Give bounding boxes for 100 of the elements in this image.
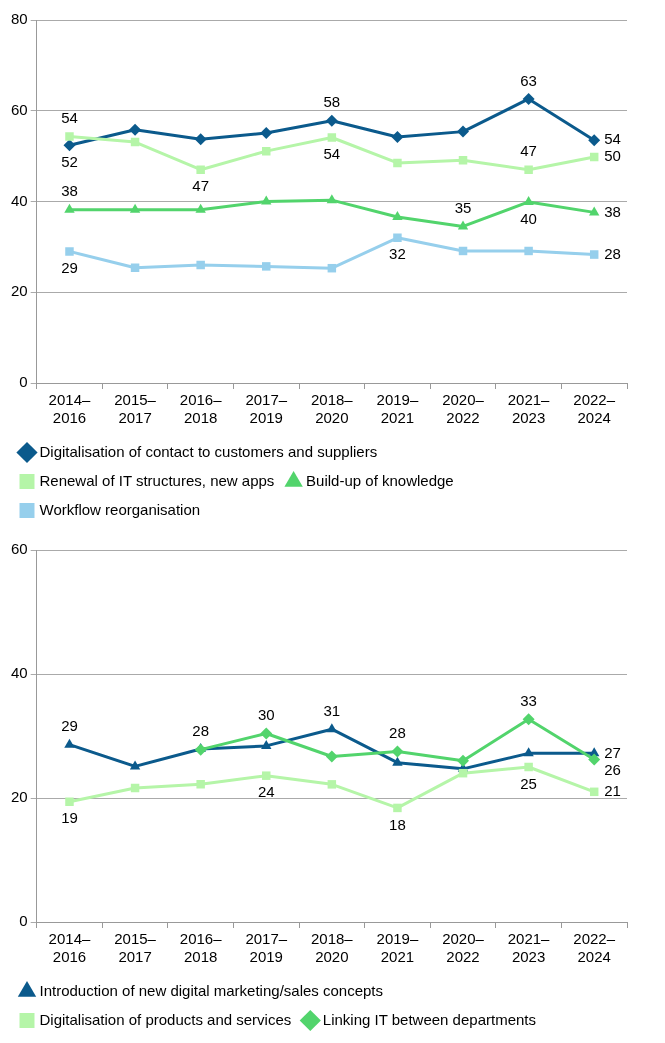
point: [325, 114, 338, 127]
data-label: 19: [61, 809, 78, 827]
point: [261, 739, 272, 749]
point: [260, 126, 273, 139]
data-label: 32: [389, 245, 406, 263]
y-tick-label: 0: [19, 912, 28, 930]
x-tick-label: 2021–2023: [507, 391, 551, 427]
point: [524, 762, 533, 772]
data-label: 25: [520, 774, 537, 792]
point: [588, 134, 601, 147]
point: [129, 203, 141, 213]
point: [457, 754, 470, 767]
data-label: 40: [520, 209, 537, 227]
x-tick-label: 2020–2022: [442, 930, 485, 966]
point: [262, 771, 271, 780]
point: [523, 747, 534, 757]
x-tick-label: 2018–2020: [310, 930, 354, 966]
point: [327, 780, 337, 789]
x-tick-label: 2018–2020: [310, 391, 354, 427]
x-tick-label: 2021–2023: [507, 930, 551, 966]
data-label: 54: [604, 130, 621, 148]
data-label: 24: [257, 783, 275, 801]
data-label: 38: [604, 202, 621, 220]
point: [65, 797, 74, 806]
data-label: 50: [604, 147, 621, 165]
point: [523, 195, 534, 205]
point: [393, 158, 402, 168]
point: [65, 247, 74, 256]
x-tick-label: 2016–2018: [179, 391, 223, 427]
point: [64, 738, 75, 748]
data-label: 21: [604, 781, 621, 799]
point: [194, 133, 207, 146]
data-label: 63: [520, 71, 537, 89]
y-tick-label: 60: [11, 100, 28, 118]
point: [195, 203, 206, 213]
y-tick-label: 0: [19, 373, 28, 391]
x-tick-label: 2015–2017: [114, 930, 157, 966]
point: [262, 262, 271, 271]
point: [391, 131, 404, 144]
point: [457, 125, 470, 138]
point: [196, 260, 205, 270]
legend-label: Digitalisation of contact to customers and suppliers: [39, 442, 378, 460]
point: [327, 133, 337, 142]
data-label: 47: [520, 142, 537, 160]
x-tick-label: 2017–2019: [245, 391, 288, 427]
data-label: 58: [323, 93, 341, 111]
point: [196, 165, 205, 174]
data-label: 33: [520, 691, 537, 709]
point: [391, 745, 404, 758]
data-label: 47: [192, 177, 209, 195]
data-label: 30: [257, 706, 275, 724]
point: [589, 250, 599, 259]
legend-label: Digitalisation of products and services: [39, 1010, 292, 1028]
legend-label: Build-up of knowledge: [306, 471, 454, 489]
data-label: 18: [389, 815, 406, 833]
data-label: 29: [61, 259, 78, 277]
point: [588, 753, 601, 766]
point: [524, 165, 533, 174]
y-tick-label: 20: [11, 788, 28, 806]
x-tick-label: 2022–2024: [573, 930, 616, 966]
point: [129, 123, 142, 136]
x-tick-label: 2016–2018: [179, 930, 223, 966]
data-label: 54: [61, 109, 78, 127]
data-label: 28: [192, 721, 209, 739]
point: [325, 750, 338, 763]
data-label: 31: [323, 701, 341, 719]
legend-label: Introduction of new digital marketing/sales concepts: [39, 981, 384, 999]
data-label: 52: [61, 152, 78, 170]
y-tick-label: 80: [11, 10, 28, 28]
point: [392, 756, 403, 766]
data-label: 29: [61, 717, 78, 735]
data-label: 28: [604, 244, 621, 262]
point: [194, 743, 207, 756]
y-tick-label: 40: [11, 191, 28, 209]
point: [393, 803, 402, 813]
point: [65, 132, 74, 141]
legend-label: Renewal of IT structures, new apps: [39, 471, 275, 489]
point: [522, 92, 535, 105]
point: [457, 220, 469, 230]
data-label: 38: [61, 182, 78, 200]
x-tick-label: 2019–2021: [376, 391, 419, 427]
point: [260, 727, 273, 740]
point: [326, 194, 338, 204]
legend-label: Workflow reorganisation: [39, 500, 201, 518]
point: [129, 760, 141, 770]
x-tick-label: 2015–2017: [114, 391, 157, 427]
x-tick-label: 2019–2021: [376, 930, 419, 966]
data-label: 35: [454, 199, 472, 217]
y-tick-label: 40: [11, 664, 28, 682]
point: [64, 203, 75, 213]
x-tick-label: 2022–2024: [573, 391, 616, 427]
data-label: 28: [389, 724, 406, 742]
point: [393, 233, 402, 243]
data-label: 27: [604, 743, 621, 761]
point: [522, 713, 535, 726]
data-label: 54: [323, 145, 341, 163]
point: [261, 195, 272, 205]
x-tick-label: 2014–2016: [48, 391, 91, 427]
y-tick-label: 60: [11, 540, 28, 558]
point: [524, 246, 533, 256]
